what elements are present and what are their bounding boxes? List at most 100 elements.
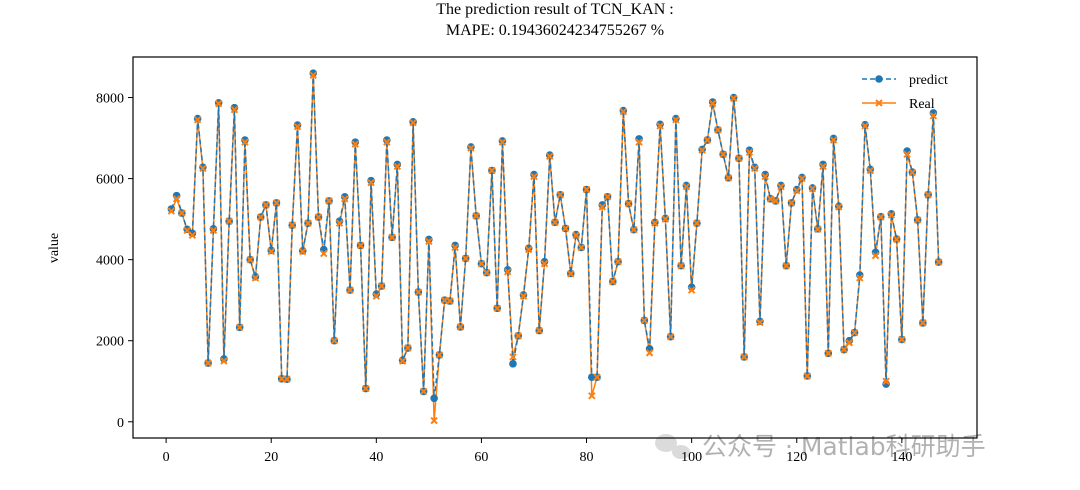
real-marker (919, 319, 927, 327)
real-marker (367, 178, 375, 187)
chart-title: The prediction result of TCN_KAN : (436, 1, 673, 18)
y-tick-label: 4000 (96, 254, 124, 269)
real-marker (299, 247, 307, 256)
real-marker (803, 372, 811, 380)
predict-marker (845, 336, 854, 345)
x-tick-label: 140 (891, 450, 912, 465)
plot-frame (132, 56, 978, 439)
y-tick-label: 0 (117, 416, 124, 431)
real-marker (272, 199, 281, 207)
real-marker (908, 168, 917, 177)
predict-marker (220, 355, 228, 363)
real-marker (756, 318, 764, 327)
real-marker (619, 108, 628, 116)
real-marker (861, 122, 869, 130)
real-marker (503, 268, 512, 276)
real-marker (598, 203, 607, 211)
real-marker (404, 344, 412, 352)
real-marker (293, 123, 302, 131)
real-marker (440, 296, 449, 304)
real-marker (798, 174, 806, 183)
real-marker (672, 116, 680, 124)
x-tick-label: 120 (786, 450, 807, 465)
real-marker (346, 286, 354, 294)
real-marker (372, 292, 381, 300)
real-marker (772, 197, 780, 205)
real-marker (708, 99, 717, 108)
real-marker (835, 203, 843, 211)
predict-marker (209, 225, 218, 233)
real-marker (377, 282, 386, 290)
real-marker (714, 126, 722, 134)
real-marker (603, 193, 612, 201)
legend-marker (875, 99, 883, 107)
x-tick-label: 40 (369, 450, 383, 465)
real-marker (325, 197, 333, 205)
real-marker (451, 243, 459, 252)
predict-marker (167, 205, 176, 213)
real-marker (924, 191, 932, 199)
real-marker (241, 138, 249, 146)
real-marker (845, 339, 854, 347)
real-marker (934, 258, 943, 266)
real-marker (567, 270, 575, 278)
legend-label: predict (909, 73, 948, 88)
y-tick-label: 8000 (96, 92, 124, 107)
real-marker (645, 349, 654, 357)
predict-marker (293, 121, 302, 129)
real-marker (866, 166, 875, 175)
real-marker (729, 94, 738, 103)
legend-label: Real (909, 97, 935, 112)
predict-marker (540, 257, 549, 266)
real-marker (204, 359, 212, 367)
predict-marker (372, 290, 381, 298)
y-tick-label: 6000 (96, 173, 124, 188)
real-marker (640, 316, 649, 325)
real-marker (787, 199, 796, 207)
real-marker (535, 326, 543, 335)
real-marker (609, 277, 617, 286)
real-marker (414, 288, 423, 296)
real-marker (188, 231, 197, 240)
real-marker (761, 172, 769, 181)
real-marker (898, 335, 906, 344)
y-tick-label: 2000 (96, 335, 124, 350)
real-marker (356, 241, 365, 250)
x-tick-label: 20 (264, 450, 278, 465)
real-marker (677, 262, 685, 270)
real-marker (808, 185, 817, 193)
x-tick-label: 80 (580, 450, 594, 465)
x-tick-label: 60 (474, 450, 488, 465)
real-marker (330, 337, 338, 345)
real-marker (199, 164, 207, 173)
predict-marker (335, 217, 344, 225)
real-marker (614, 257, 622, 266)
predict-marker (230, 103, 239, 112)
predict-marker (745, 146, 754, 155)
real-marker (509, 353, 517, 361)
real-marker (214, 99, 223, 108)
predict-marker (451, 241, 459, 250)
predict-marker (393, 160, 402, 169)
real-marker (724, 174, 733, 182)
real-marker (666, 332, 675, 341)
y-axis-label: value (47, 233, 62, 263)
real-marker (341, 195, 349, 203)
real-marker (892, 235, 901, 244)
predict-marker (598, 201, 607, 209)
real-marker (661, 215, 670, 223)
real-marker (850, 328, 859, 337)
real-marker (856, 274, 864, 282)
predict-marker (425, 235, 433, 244)
predict-marker (241, 136, 249, 144)
real-marker (393, 162, 402, 171)
real-marker (456, 323, 465, 331)
real-marker (435, 351, 444, 359)
real-marker (362, 384, 370, 393)
predict-marker (351, 138, 360, 146)
real-marker (546, 152, 554, 161)
real-marker (693, 219, 701, 227)
real-marker (514, 332, 522, 340)
real-marker (383, 138, 391, 146)
